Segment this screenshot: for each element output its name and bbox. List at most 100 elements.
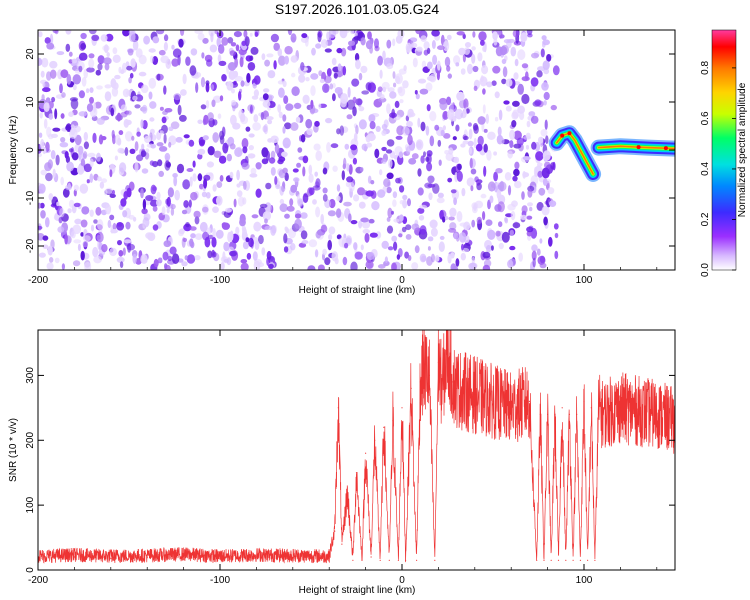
snr-point [379,559,381,561]
y-tick-label: -20 [25,238,36,253]
y-tick-label: -10 [25,190,36,205]
snr-point [554,413,556,415]
colorbar-tick-label: 0.0 [700,263,711,277]
snr-point [146,557,148,559]
signal-peak [567,131,572,136]
colorbar-gradient [711,29,737,271]
snr-point [416,559,418,561]
snr-point [219,557,221,559]
x-tick-label: -100 [210,575,230,586]
snr-point [539,413,541,415]
snr-point [183,555,185,558]
snr-point [374,439,376,441]
snr-point [587,559,589,561]
snr-point [334,530,336,532]
y-tick-label: 10 [25,96,36,108]
snr-axes: -200 -100 0 100 0 100 200 300 [25,330,675,586]
snr-point [388,559,390,561]
snr-panel: -200 -100 0 100 0 100 200 300 Height of straigh… [8,329,676,596]
snr-point [446,348,449,351]
snr-point [346,491,348,493]
snr-point [437,361,439,363]
snr-series-line [38,330,675,564]
signal-peak [636,145,641,150]
snr-point [255,556,257,558]
snr-point [428,374,430,376]
spectrogram-plot-area [38,30,675,270]
snr-point [370,556,372,558]
y-tick-label: 0 [25,147,36,153]
snr-point [492,400,494,402]
snr-point [355,472,358,474]
snr-point [528,400,531,402]
snr-point [452,381,454,383]
snr-point [474,394,476,396]
snr-point [572,559,574,561]
snr-point [456,387,458,389]
signal-peak [560,133,565,138]
snr-point [392,420,394,422]
x-tick-label: 100 [576,575,593,586]
spectrogram-signal [548,125,675,182]
snr-point [656,413,658,415]
signal-ridge-band [597,145,675,150]
x-tick-label: -200 [28,275,48,286]
snr-point [383,426,385,428]
colorbar-tick-label: 0.2 [700,212,711,226]
spectrogram-noise [38,30,560,270]
snr-point [361,559,363,561]
snr-point [594,559,596,561]
snr-xlabel: Height of straight line (km) [299,585,416,596]
snr-point [619,407,622,409]
snr-point [638,410,640,412]
snr-point [561,407,563,409]
snr-point [73,556,75,558]
snr-point [292,557,294,559]
snr-point [110,557,112,559]
colorbar-tick-label: 0.6 [700,111,711,125]
snr-point [337,407,339,409]
snr-point [568,413,571,415]
snr-point [579,559,582,561]
snr-point [365,452,367,454]
snr-point [550,559,552,561]
snr-point [441,387,443,389]
x-tick-label: 100 [576,275,593,286]
snr-point [341,543,343,545]
snr-point [423,368,425,370]
snr-point [583,400,585,402]
snr-frame [37,329,676,571]
colorbar-tick-label: 0.8 [700,61,711,75]
snr-point [397,559,399,561]
snr-point [419,381,421,383]
snr-point [434,559,436,561]
x-tick-label: -100 [210,275,230,286]
signal-peak [663,146,668,151]
colorbar-label: Normalized spectral amplitude [737,82,748,217]
snr-point [590,407,592,409]
y-tick-label: 100 [25,496,36,513]
spectrogram-ylabel: Frequency (Hz) [8,116,19,185]
snr-point [565,559,567,561]
y-tick-label: 300 [25,367,36,384]
snr-point [543,559,545,561]
snr-point [405,559,407,561]
snr-point [536,559,538,561]
snr-point [547,413,549,415]
y-tick-label: 20 [25,48,36,60]
chart-title: S197.2026.101.03.05.G24 [275,1,439,17]
snr-point [410,387,412,389]
snr-ylabel: SNR (10 * v/v) [8,418,19,482]
snr-point [576,413,578,415]
snr-plot-area [38,330,675,564]
x-tick-label: -200 [28,575,48,586]
spectrogram-xlabel: Height of straight line (km) [299,285,416,296]
colorbar: 0.0 0.2 0.4 0.6 0.8 Normalized spectral ampl… [700,29,748,277]
x-tick-label: 0 [399,575,405,586]
colorbar-axes: 0.0 0.2 0.4 0.6 0.8 [700,61,736,277]
x-tick-label: 0 [399,275,405,286]
snr-point [601,413,603,415]
